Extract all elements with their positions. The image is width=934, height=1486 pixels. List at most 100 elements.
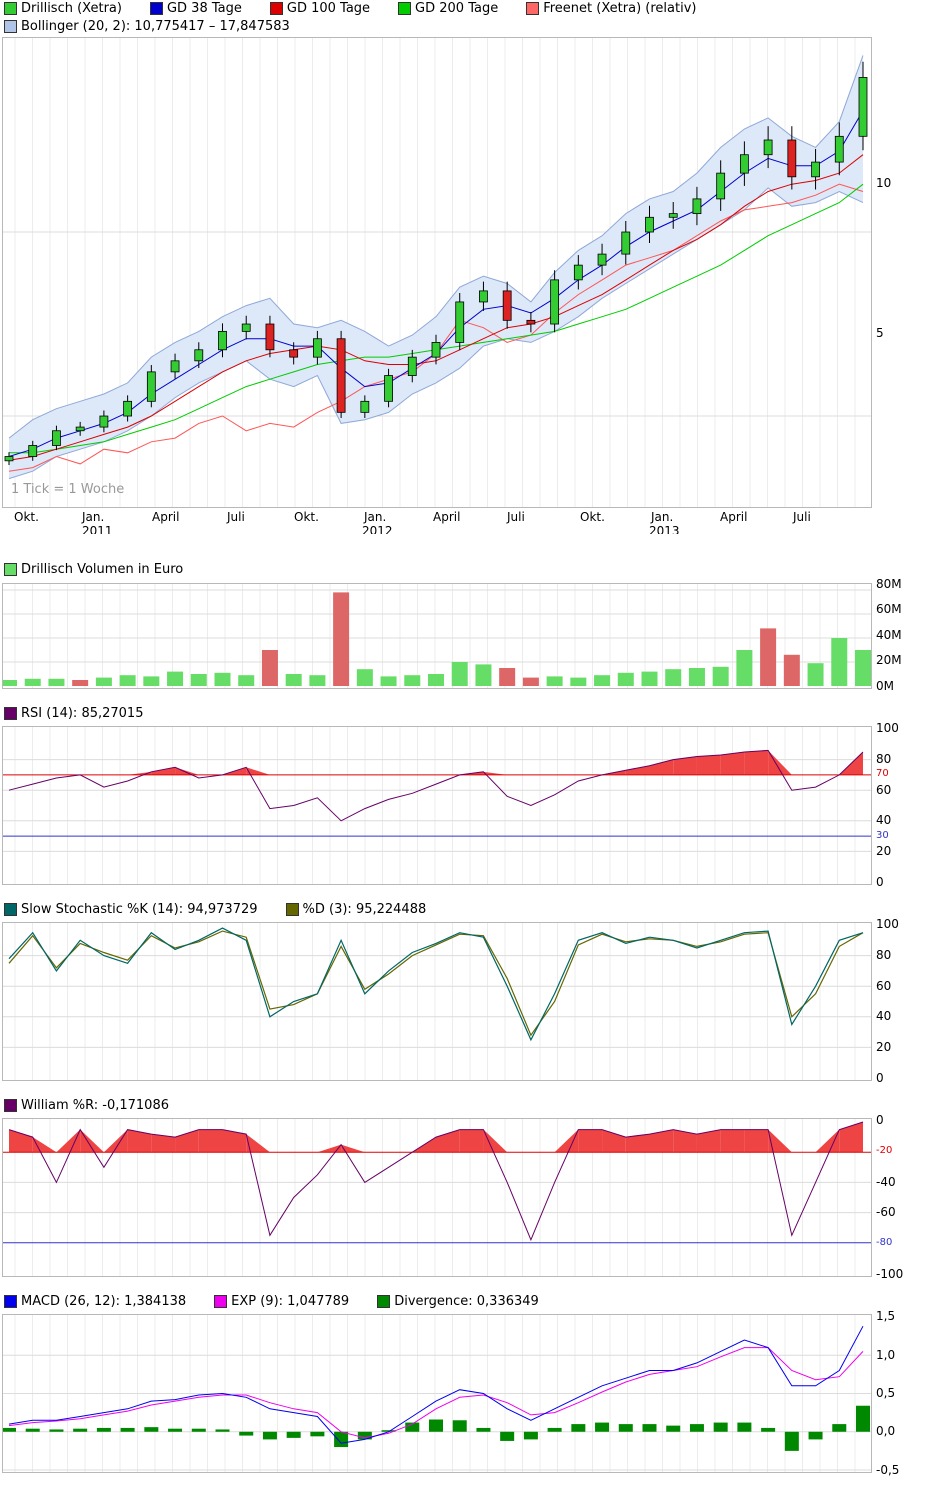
volume-bar [688, 668, 705, 686]
volume-bar [736, 650, 753, 686]
stoch-ylabel-80: 80 [876, 948, 892, 962]
legend-exp[interactable]: EXP (9): 1,047789 [214, 1294, 349, 1309]
price-ylabel-10: 10 [876, 176, 892, 190]
divergence-bar [215, 1429, 230, 1432]
legend-macd[interactable]: MACD (26, 12): 1,384138 [4, 1294, 186, 1309]
xlabel-okt-2012: Okt. [580, 510, 605, 524]
william-overbought-area [151, 1134, 176, 1153]
volume-bar [261, 650, 278, 686]
divergence-bar [381, 1430, 396, 1432]
volume-bar [143, 676, 160, 686]
rsi-chart [3, 727, 871, 884]
candle-body [99, 415, 109, 428]
swatch-bollinger [4, 19, 17, 33]
william-overbought-area [246, 1134, 270, 1153]
macd-ylabel-0-5: 0,5 [876, 1386, 896, 1400]
volume-bar [119, 675, 136, 686]
volume-bar [380, 676, 397, 686]
candle-body [645, 216, 654, 233]
volume-bar [404, 675, 421, 686]
volume-bar [783, 654, 800, 686]
divergence-bar [761, 1427, 776, 1432]
candle-body [550, 279, 560, 325]
rsi-overbought-area [696, 755, 721, 775]
legend-stoch-k[interactable]: Slow Stochastic %K (14): 94,973729 [4, 902, 258, 917]
xlabel-jan-2011: Jan. [82, 510, 105, 524]
divergence-bar [500, 1431, 515, 1441]
swatch-rsi [4, 706, 17, 720]
william-panel [2, 1118, 872, 1277]
william-overbought-area [673, 1129, 697, 1153]
william-chart [3, 1119, 871, 1276]
legend-gd100[interactable]: GD 100 Tage [269, 1, 370, 16]
rsi-overbought-area [744, 750, 769, 775]
rsi-overbought-area [625, 765, 650, 775]
stoch-ylabel-20: 20 [876, 1040, 892, 1054]
william-line [8, 1121, 864, 1242]
legend-gd38[interactable]: GD 38 Tage [149, 1, 242, 16]
legend-drillisch[interactable]: Drillisch (Xetra) [4, 1, 122, 16]
legend-bollinger[interactable]: Bollinger (20, 2): 10,775417 – 17,847583 [4, 19, 290, 34]
divergence-bar [832, 1424, 847, 1432]
xyear-2011: 2011 [82, 524, 113, 534]
macd-ylabel-0-0: 0,0 [876, 1424, 896, 1438]
legend-rsi[interactable]: RSI (14): 85,27015 [4, 706, 143, 721]
divergence-bar [429, 1419, 443, 1432]
xlabel-juli-2012: Juli [507, 510, 525, 524]
rsi-panel [2, 726, 872, 885]
rsi-overbought-area [673, 756, 697, 775]
rsi-ylabel-0: 0 [876, 875, 884, 889]
swatch-stoch-k [4, 902, 17, 916]
divergence-bar [523, 1431, 538, 1440]
legend-freenet[interactable]: Freenet (Xetra) (relativ) [526, 1, 696, 16]
xlabel-okt-2011: Okt. [294, 510, 319, 524]
volume-bar [594, 675, 611, 686]
volume-bar [499, 668, 516, 686]
candle-body [336, 338, 346, 413]
stoch-k-line [8, 927, 864, 1042]
xyear-2013: 2013 [649, 524, 680, 534]
rsi-ylabel-80: 80 [876, 752, 892, 766]
candle-body [170, 360, 180, 373]
divergence-bar [262, 1431, 277, 1440]
divergence-bar [3, 1427, 16, 1432]
divergence-bar [49, 1429, 64, 1432]
william-overbought-area [696, 1129, 721, 1153]
divergence-bar [286, 1431, 301, 1438]
volume-bar [309, 675, 326, 686]
divergence-bar [689, 1424, 704, 1432]
william-ylabel-80: -80 [876, 1237, 893, 1248]
candle-body [4, 456, 14, 462]
divergence-bar [310, 1431, 325, 1437]
volume-legend: Drillisch Volumen in Euro [4, 561, 211, 577]
legend-stoch-d[interactable]: %D (3): 95,224488 [285, 902, 426, 917]
candle-body [668, 213, 678, 218]
macd-panel [2, 1314, 872, 1473]
legend-volume[interactable]: Drillisch Volumen in Euro [4, 562, 183, 577]
legend-divergence[interactable]: Divergence: 0,336349 [377, 1294, 539, 1309]
volume-bar [451, 662, 468, 686]
divergence-bar [571, 1424, 586, 1432]
volume-bar [167, 671, 184, 686]
price-panel: 1 Tick = 1 Woche [2, 37, 872, 508]
rsi-overbought-area [720, 751, 745, 775]
william-overbought-area [744, 1129, 769, 1153]
macd-ylabel-1-0: 1,0 [876, 1348, 896, 1362]
candle-body [455, 301, 465, 343]
rsi-overbought-area [649, 759, 674, 775]
william-overbought-area [483, 1129, 508, 1153]
william-ylabel-100: -100 [876, 1267, 904, 1281]
legend-gd200[interactable]: GD 200 Tage [398, 1, 498, 16]
macd-ylabel-neg-0-5: -0,5 [876, 1463, 900, 1477]
legend-william[interactable]: William %R: -0,171086 [4, 1098, 169, 1113]
candle-body [265, 323, 275, 351]
stoch-ylabel-40: 40 [876, 1009, 892, 1023]
william-ylabel-60: -60 [876, 1205, 896, 1219]
william-overbought-area [80, 1129, 104, 1153]
macd-ylabel-1-5: 1,5 [876, 1309, 896, 1323]
divergence-bar [120, 1427, 135, 1432]
candle-body [75, 426, 85, 432]
volume-bar [238, 675, 255, 686]
william-ylabel-0: 0 [876, 1113, 884, 1127]
macd-line [8, 1325, 864, 1444]
